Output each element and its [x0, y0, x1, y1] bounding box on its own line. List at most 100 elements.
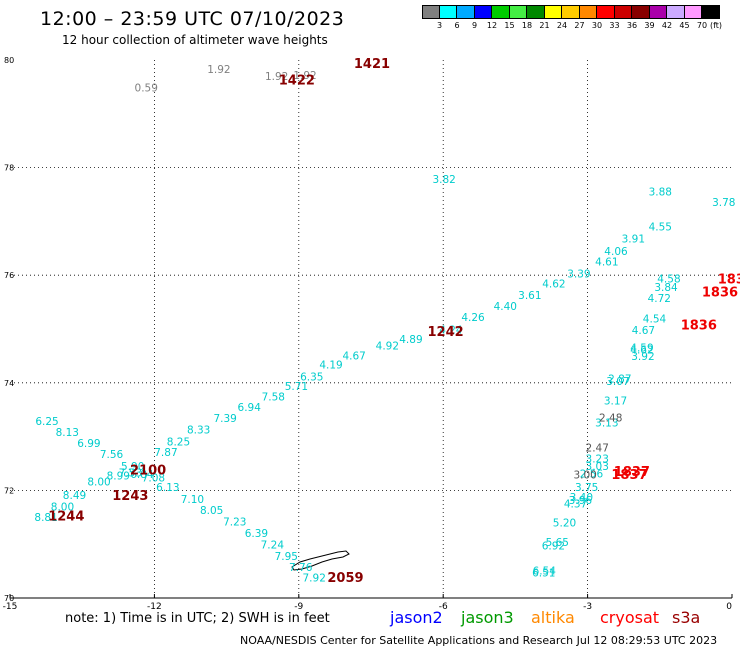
wave-height-label: 4.59	[630, 343, 653, 355]
wave-height-label: 3.91	[622, 233, 645, 245]
color-scale-cell	[562, 5, 580, 19]
color-scale-cell	[439, 5, 457, 19]
color-scale-label: 6	[454, 21, 460, 30]
plot-axes: -15 -12 -9 -6 -3 0 70 72 74 76 78 80	[3, 56, 733, 612]
wave-height-label: 4.54	[643, 314, 667, 326]
wave-height-label: 6.25	[35, 416, 58, 428]
pass-time-label: 1836	[702, 286, 738, 301]
wave-height-label: 4.61	[595, 257, 618, 269]
wave-height-label: 3.61	[518, 290, 541, 302]
mission-jason3: jason3	[461, 608, 514, 627]
y-tick-label: 74	[4, 379, 14, 388]
wave-height-label: 3.78	[712, 197, 735, 209]
plot-grid	[10, 60, 732, 598]
wave-height-label: 2.56	[580, 468, 604, 480]
wave-height-label: 6.35	[300, 372, 323, 384]
wave-height-label: 6.94	[238, 402, 262, 414]
wave-height-label: 5.90	[121, 461, 144, 473]
wave-height-label: 3.17	[604, 395, 627, 407]
wave-height-label: 6.92	[542, 541, 565, 553]
wave-height-label: 7.92	[303, 572, 326, 584]
pass-time-label: 1422	[279, 74, 315, 89]
pass-time-labels: 1422142112422100124312442059183518361836…	[48, 57, 740, 586]
wave-height-label: 4.92	[376, 340, 399, 352]
chart-subtitle: 12 hour collection of altimeter wave hei…	[62, 33, 328, 47]
wave-height-label: 4.40	[494, 301, 517, 313]
wave-height-label: 4.67	[342, 351, 365, 363]
wave-height-label: 8.33	[187, 424, 210, 436]
wave-height-color-scale	[422, 5, 720, 19]
x-tick-label: 0	[726, 602, 732, 612]
wave-height-label: 6.54	[533, 565, 557, 577]
x-tick-label: -15	[3, 602, 18, 612]
color-scale-cell	[667, 5, 685, 19]
wave-height-label: 5.65	[546, 537, 569, 549]
y-tick-label: 70	[4, 594, 14, 603]
wave-height-labels: 1.92 1.92 1.92 0.59 3.82 3.88 3.78 4.55 3.914.06…	[34, 64, 735, 584]
wave-height-label: 8.05	[200, 505, 223, 517]
color-scale-label: 9	[471, 21, 478, 30]
color-scale-cell	[492, 5, 510, 19]
wave-height-label: 7.56	[100, 449, 124, 461]
wave-height-label: 3.03	[586, 461, 609, 473]
color-scale-label: 70	[696, 21, 708, 30]
wave-height-label: 5.20	[553, 517, 576, 529]
y-tick-label: 76	[4, 271, 14, 280]
wave-height-label: 4.89	[399, 334, 422, 346]
color-scale-label: 30	[591, 21, 603, 30]
color-scale-label: 24	[556, 21, 568, 30]
chart-title: 12:00 – 23:59 UTC 07/10/2023	[40, 8, 345, 30]
wave-height-label: 3.07	[606, 376, 629, 388]
wave-height-label: 3.00	[573, 470, 596, 482]
wave-height-label: 8.49	[63, 490, 86, 502]
wave-height-label: 7.10	[181, 494, 204, 506]
wave-height-label: 4.62	[630, 345, 653, 357]
color-scale-cell	[509, 5, 527, 19]
pass-time-label: 1421	[354, 57, 390, 72]
x-tick-label: -3	[583, 602, 592, 612]
color-scale-label: 15	[504, 21, 515, 30]
color-scale-cell	[422, 5, 440, 19]
mission-jason2: jason2	[390, 608, 443, 627]
color-scale-label: 12	[486, 21, 498, 30]
wave-height-label: 3.84	[654, 282, 678, 294]
wave-height-label: 6.51	[532, 567, 555, 579]
wave-height-label: 8.99	[107, 471, 130, 483]
wave-height-label: 7.58	[262, 392, 285, 404]
chart-note: note: 1) Time is in UTC; 2) SWH is in fe…	[65, 611, 330, 626]
x-tick-label: -12	[147, 602, 162, 612]
wave-height-label: 1.92	[293, 70, 316, 82]
color-scale-labels: 3 6 9 12 15 18 21 24 27 30 33 36 39 42 45 70 (ft)	[422, 21, 740, 33]
wave-height-label: 4.24	[439, 324, 463, 336]
wave-height-label: 7.24	[261, 540, 285, 552]
color-scale-label: 42	[661, 21, 673, 30]
color-scale-cell	[684, 5, 702, 19]
x-tick-label: -9	[294, 602, 303, 612]
wave-height-label: 6.99	[77, 438, 100, 450]
mission-s3a: s3a	[672, 608, 701, 627]
wave-height-label: 4.72	[648, 293, 671, 305]
color-scale-cell	[579, 5, 597, 19]
wave-height-label: 4.26	[461, 312, 485, 324]
color-scale-label: 45	[679, 21, 690, 30]
color-scale-cell	[527, 5, 545, 19]
wave-height-label: 3.39	[567, 268, 590, 280]
wave-height-label: 7.53	[119, 467, 142, 479]
color-scale-cell	[614, 5, 632, 19]
wave-height-label: 4.62	[542, 279, 565, 291]
wave-height-label: 2.47	[586, 443, 609, 455]
wave-height-label: 3.88	[649, 187, 672, 199]
wave-height-label: 3.82	[432, 174, 455, 186]
wave-height-label: 4.06	[604, 246, 628, 258]
wave-height-label: 4.55	[649, 222, 672, 234]
wave-height-label: 1.92	[265, 71, 288, 83]
x-tick-label: -6	[439, 602, 448, 612]
pass-time-label: 1243	[112, 489, 148, 504]
wave-height-label: 7.87	[154, 447, 177, 459]
color-scale-cell	[649, 5, 667, 19]
pass-time-label: 1244	[48, 510, 84, 525]
wave-height-label: 2.87	[608, 373, 631, 385]
wave-height-label: 8.81	[34, 512, 57, 524]
wave-height-label: 8.13	[56, 427, 79, 439]
